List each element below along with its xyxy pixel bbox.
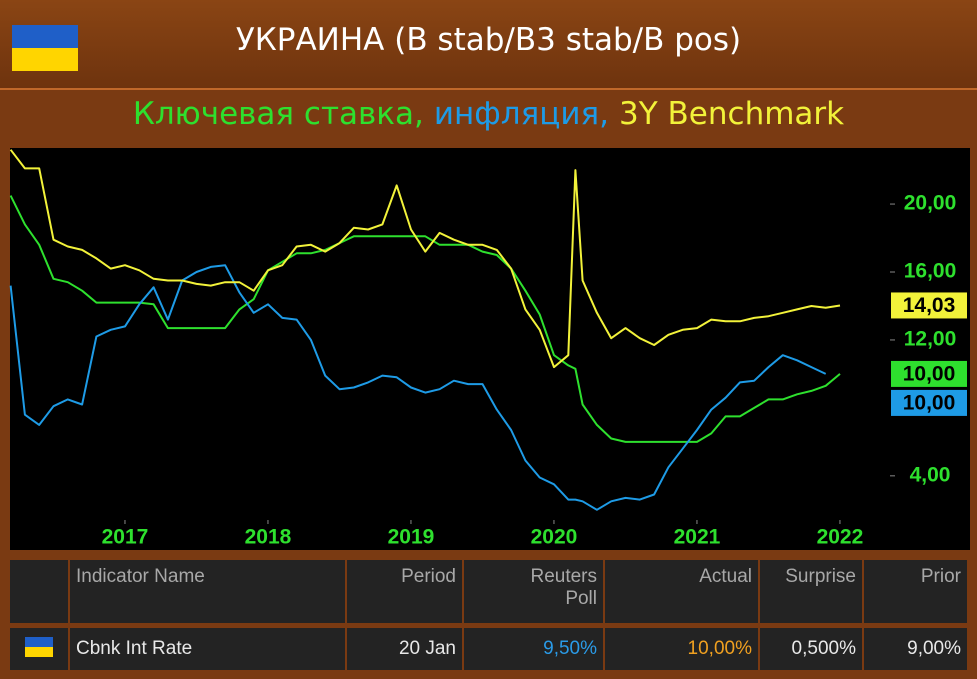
flag [25, 637, 53, 657]
last-value-box [891, 292, 967, 319]
x-tick-label: 2021 [674, 526, 721, 549]
last-value-label: 10,00 [903, 362, 956, 385]
legend-entry: инфляция, [433, 96, 610, 132]
table-cell: 9,50% [464, 628, 603, 670]
legend-entry: 3Y Benchmark [619, 96, 845, 132]
y-tick-label: 20,00 [904, 192, 957, 215]
x-tick-label: 2018 [245, 526, 292, 549]
plot-background [10, 148, 970, 550]
column-header: Period [347, 560, 462, 623]
column-header: Prior [864, 560, 967, 623]
table-cell: Cbnk Int Rate [70, 628, 345, 670]
x-tick-label: 2017 [102, 526, 149, 549]
flag [12, 25, 78, 71]
y-tick-label: 16,00 [904, 260, 957, 283]
column-header: Indicator Name [70, 560, 345, 623]
column-header: Surprise [760, 560, 862, 623]
series-line [9, 149, 841, 369]
table-cell: 20 Jan [347, 628, 462, 670]
last-value-label: 14,03 [903, 294, 956, 317]
column-header: Actual [605, 560, 758, 623]
x-tick-label: 2020 [531, 526, 578, 549]
subtitle: Ключевая ставка, инфляция, 3Y Benchmark [0, 96, 977, 132]
legend-entry: Ключевая ставка, [132, 96, 424, 132]
table-cell [10, 560, 68, 623]
last-value-box [891, 389, 967, 416]
title-bar: УКРАИНА (B stab/B3 stab/B pos) [0, 0, 977, 90]
last-value-box [891, 360, 967, 387]
column-header: Reuters Poll [464, 560, 603, 623]
series-line [9, 264, 827, 511]
y-tick-label: 12,00 [904, 327, 957, 350]
title: УКРАИНА (B stab/B3 stab/B pos) [235, 22, 742, 58]
x-tick-label: 2019 [388, 526, 435, 549]
series-line [9, 195, 841, 443]
table-cell: 0,500% [760, 628, 862, 670]
table-cell: 10,00% [605, 628, 758, 670]
table-cell: 9,00% [864, 628, 967, 670]
last-value-label: 10,00 [903, 391, 956, 414]
y-tick-label: 4,00 [910, 463, 951, 486]
x-tick-label: 2022 [817, 526, 864, 549]
